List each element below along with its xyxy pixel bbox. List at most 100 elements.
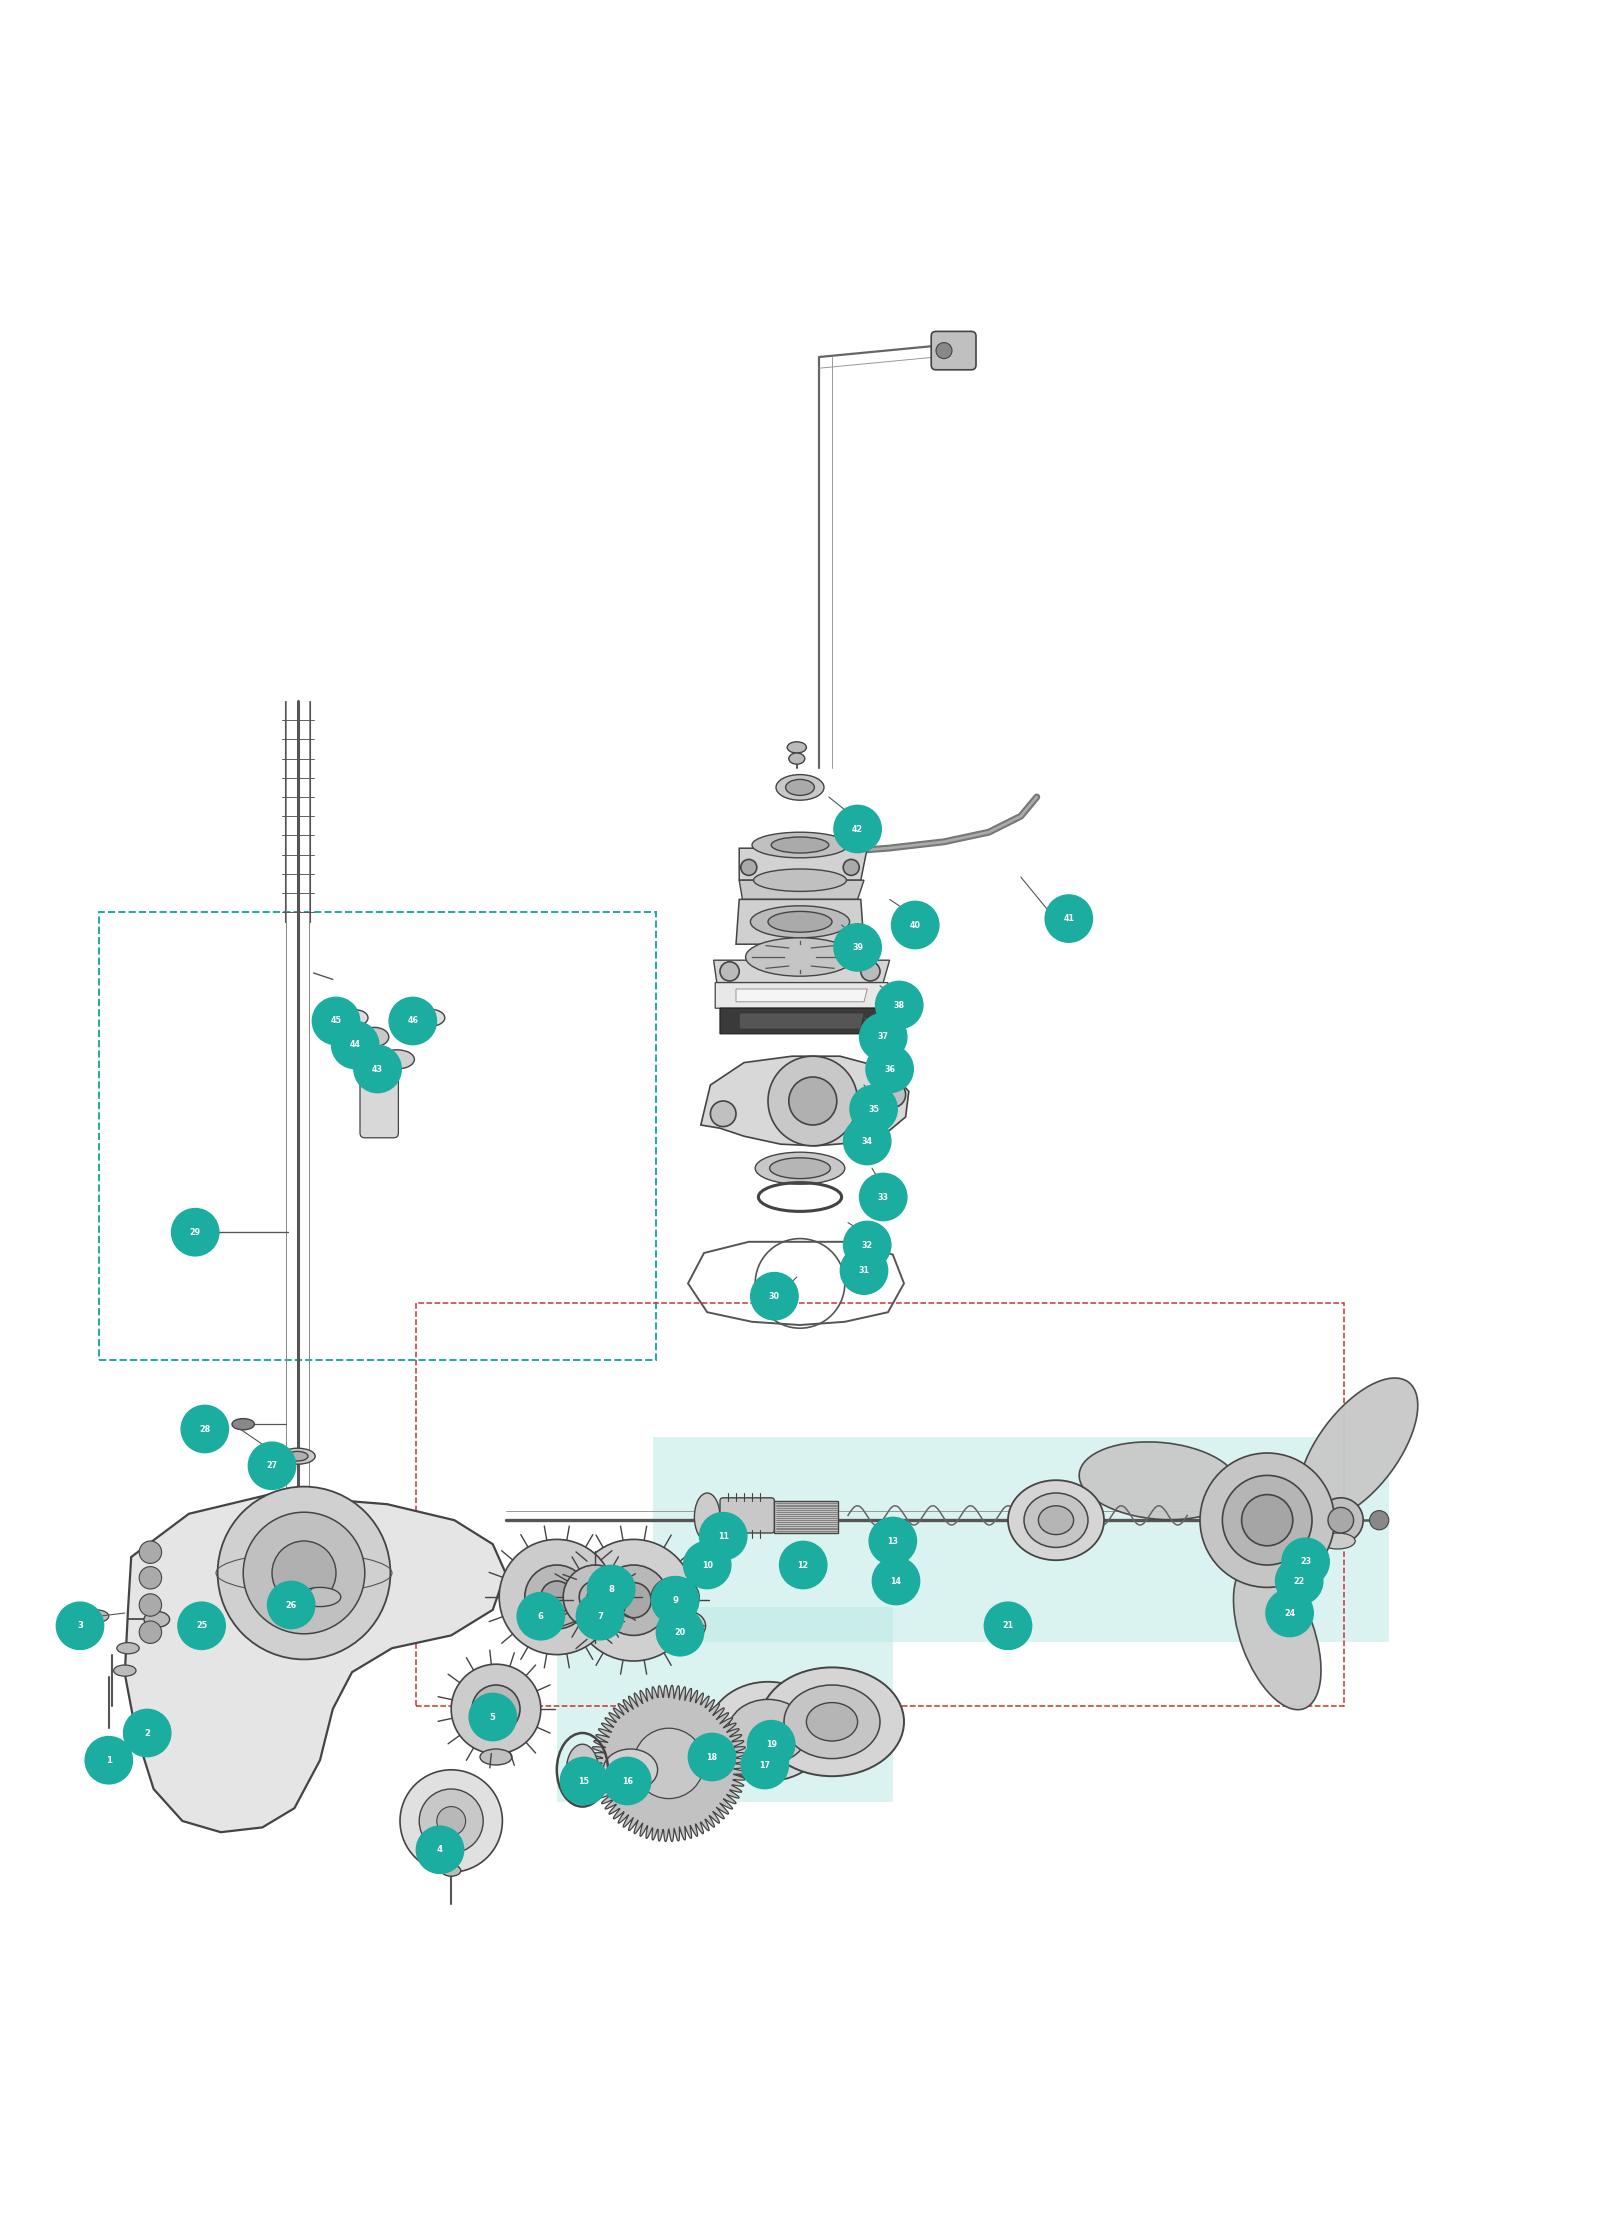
Text: 2: 2 <box>144 1729 150 1738</box>
Ellipse shape <box>787 742 806 753</box>
Text: 17: 17 <box>760 1760 770 1769</box>
Circle shape <box>416 1825 464 1874</box>
Ellipse shape <box>1234 1559 1322 1709</box>
Circle shape <box>389 996 437 1046</box>
Ellipse shape <box>768 911 832 932</box>
Circle shape <box>616 1582 651 1617</box>
Circle shape <box>139 1593 162 1615</box>
Text: 18: 18 <box>707 1751 717 1760</box>
Circle shape <box>243 1512 365 1633</box>
FancyBboxPatch shape <box>774 1501 838 1533</box>
Circle shape <box>843 860 859 876</box>
Circle shape <box>1200 1452 1334 1588</box>
Text: 3: 3 <box>77 1622 83 1631</box>
Polygon shape <box>736 900 864 945</box>
Polygon shape <box>701 1057 909 1146</box>
Circle shape <box>859 1014 907 1061</box>
Ellipse shape <box>232 1419 254 1430</box>
Ellipse shape <box>1038 1506 1074 1535</box>
Circle shape <box>789 1077 837 1126</box>
Circle shape <box>875 981 923 1028</box>
Ellipse shape <box>299 1588 341 1606</box>
Text: 14: 14 <box>891 1577 901 1586</box>
Circle shape <box>587 1588 603 1604</box>
Text: 44: 44 <box>350 1041 360 1050</box>
Circle shape <box>936 342 952 360</box>
Circle shape <box>861 963 880 981</box>
Text: 37: 37 <box>878 1032 888 1041</box>
Ellipse shape <box>786 780 814 795</box>
Ellipse shape <box>566 1745 598 1796</box>
Ellipse shape <box>1298 1378 1418 1521</box>
Circle shape <box>573 1539 694 1662</box>
Text: 15: 15 <box>579 1776 589 1785</box>
Ellipse shape <box>776 775 824 800</box>
FancyBboxPatch shape <box>931 331 976 371</box>
Ellipse shape <box>442 1865 461 1877</box>
Text: 13: 13 <box>888 1537 898 1546</box>
Ellipse shape <box>806 1702 858 1740</box>
Circle shape <box>472 1684 520 1734</box>
Circle shape <box>178 1602 226 1649</box>
Text: 31: 31 <box>859 1267 869 1276</box>
Circle shape <box>85 1736 133 1785</box>
Circle shape <box>218 1486 390 1660</box>
Ellipse shape <box>83 1611 109 1622</box>
Circle shape <box>469 1693 517 1740</box>
Circle shape <box>779 1541 827 1588</box>
Text: 6: 6 <box>538 1611 544 1620</box>
Text: 27: 27 <box>267 1461 277 1470</box>
Circle shape <box>843 1117 891 1164</box>
Text: 35: 35 <box>869 1104 878 1113</box>
Circle shape <box>123 1709 171 1756</box>
Circle shape <box>741 860 757 876</box>
Circle shape <box>720 963 739 981</box>
Polygon shape <box>739 1012 864 1030</box>
Circle shape <box>834 804 882 853</box>
Text: 7: 7 <box>597 1611 603 1620</box>
Circle shape <box>872 1557 920 1604</box>
Text: 24: 24 <box>1285 1608 1294 1617</box>
Circle shape <box>171 1209 219 1256</box>
Text: 40: 40 <box>910 920 920 929</box>
Circle shape <box>354 1046 402 1092</box>
Circle shape <box>688 1734 736 1780</box>
Text: 1: 1 <box>106 1756 112 1765</box>
Ellipse shape <box>662 1586 688 1608</box>
Ellipse shape <box>1328 1508 1354 1533</box>
Text: 28: 28 <box>198 1425 211 1434</box>
Text: 11: 11 <box>718 1533 728 1541</box>
Text: 32: 32 <box>862 1240 872 1249</box>
Text: 9: 9 <box>672 1595 678 1604</box>
Text: 42: 42 <box>853 824 862 833</box>
Circle shape <box>750 1273 798 1320</box>
Circle shape <box>400 1769 502 1872</box>
Text: 38: 38 <box>894 1001 904 1010</box>
Ellipse shape <box>360 1028 389 1046</box>
Circle shape <box>869 1517 917 1564</box>
Text: 4: 4 <box>437 1845 443 1854</box>
Circle shape <box>683 1541 731 1588</box>
Polygon shape <box>715 983 888 1008</box>
Circle shape <box>139 1566 162 1588</box>
FancyBboxPatch shape <box>360 1052 398 1137</box>
Circle shape <box>541 1582 573 1613</box>
Text: 45: 45 <box>331 1016 341 1025</box>
Circle shape <box>563 1566 627 1629</box>
Text: 16: 16 <box>622 1776 632 1785</box>
Circle shape <box>1266 1588 1314 1638</box>
Text: 33: 33 <box>878 1193 888 1202</box>
Text: 22: 22 <box>1293 1577 1306 1586</box>
Circle shape <box>248 1443 296 1490</box>
Ellipse shape <box>413 1010 445 1028</box>
Circle shape <box>656 1608 704 1655</box>
Circle shape <box>850 1086 898 1133</box>
Circle shape <box>1370 1510 1389 1530</box>
Circle shape <box>891 900 939 949</box>
Ellipse shape <box>1078 1441 1238 1519</box>
Ellipse shape <box>754 869 846 891</box>
Polygon shape <box>590 1684 747 1841</box>
Ellipse shape <box>117 1642 139 1653</box>
Text: 10: 10 <box>702 1562 712 1571</box>
Ellipse shape <box>288 1452 307 1461</box>
